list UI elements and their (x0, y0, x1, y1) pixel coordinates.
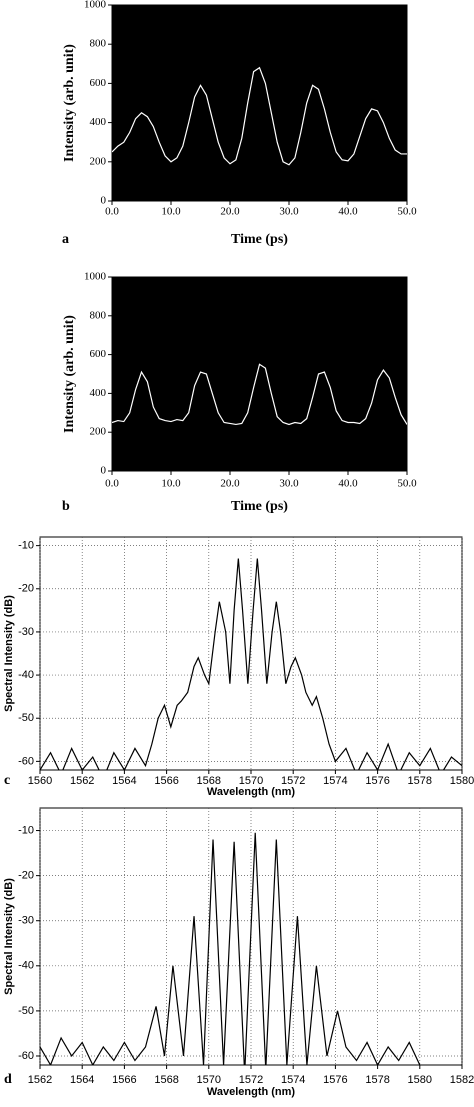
x-tick-label: 1576 (323, 1074, 347, 1086)
panel: 0 200 400 600 800 1000 0.0 10.0 20.0 30.0 40.0 50.0… (62, 271, 417, 515)
y-tick-label: 400 (90, 116, 107, 128)
y-tick-label: -20 (18, 583, 34, 595)
x-tick-label: 30.0 (279, 206, 299, 218)
y-tick-label: 200 (90, 155, 107, 167)
x-tick-label: 0.0 (105, 478, 119, 490)
y-tick-label: -60 (18, 755, 34, 767)
y-tick-label: -10 (18, 540, 34, 552)
x-axis-label: Time (ps) (231, 499, 288, 514)
x-tick-label: 40.0 (338, 478, 358, 490)
panel-letter: b (62, 499, 70, 514)
panel: -60 -50 -40 -30 -20 -10 1562 1564 1566 1568 1570 15… (3, 807, 474, 1098)
x-tick-label: 40.0 (338, 206, 358, 218)
panel-letter: d (4, 1072, 12, 1087)
plot-area (111, 4, 408, 202)
x-tick-label: 1570 (197, 1074, 221, 1086)
x-tick-label: 1580 (450, 775, 474, 787)
x-tick-label: 1578 (408, 775, 432, 787)
x-tick-label: 20.0 (220, 478, 240, 490)
x-tick-label: 1572 (281, 775, 305, 787)
y-axis-label: Spectral Intensity (dB) (3, 595, 15, 712)
plot-area (111, 276, 408, 472)
x-tick-label: 50.0 (397, 206, 417, 218)
y-tick-label: 600 (90, 348, 107, 360)
y-tick-label: 0 (101, 195, 107, 207)
x-tick-label: 1566 (112, 1074, 136, 1086)
panel: -60 -50 -40 -30 -20 -10 1560 1562 1564 1566 1568 15… (3, 536, 474, 798)
y-tick-label: 800 (90, 309, 107, 321)
y-tick-label: 800 (90, 38, 107, 50)
x-tick-label: 1560 (28, 775, 52, 787)
x-tick-label: 0.0 (105, 206, 119, 218)
y-tick-label: -40 (18, 960, 34, 972)
x-tick-label: 1576 (365, 775, 389, 787)
x-tick-label: 1574 (281, 1074, 305, 1086)
x-tick-label: 1562 (28, 1074, 52, 1086)
x-tick-label: 1568 (197, 775, 221, 787)
x-tick-label: 1566 (154, 775, 178, 787)
y-tick-label: 1000 (84, 271, 107, 283)
panel-letter: a (62, 232, 69, 247)
x-tick-label: 10.0 (161, 478, 181, 490)
x-axis-label: Wavelength (nm) (207, 1086, 296, 1098)
y-tick-label: 0 (101, 465, 107, 477)
y-tick-label: -50 (18, 712, 34, 724)
x-tick-label: 1580 (408, 1074, 432, 1086)
x-tick-label: 1568 (154, 1074, 178, 1086)
y-tick-label: 200 (90, 426, 107, 438)
y-tick-label: -10 (18, 824, 34, 836)
y-tick-label: 600 (90, 77, 107, 89)
x-axis-label: Time (ps) (231, 232, 288, 247)
x-tick-label: 1574 (323, 775, 347, 787)
y-tick-label: 1000 (84, 0, 107, 11)
y-tick-label: -30 (18, 626, 34, 638)
y-axis-label: Spectral Intensity (dB) (3, 878, 15, 995)
x-axis-label: Wavelength (nm) (207, 786, 296, 798)
panel: 0 200 400 600 800 1000 0.0 10.0 20.0 30.0 40.0 50.0… (62, 0, 417, 247)
y-tick-label: -60 (18, 1050, 34, 1062)
x-tick-label: 1572 (239, 1074, 263, 1086)
plot-area (39, 536, 463, 771)
y-axis-label: Intensity (arb. unit) (62, 315, 77, 433)
x-tick-label: 50.0 (397, 478, 417, 490)
x-tick-label: 10.0 (161, 206, 181, 218)
x-tick-label: 1570 (239, 775, 263, 787)
y-tick-label: -50 (18, 1005, 34, 1017)
x-tick-label: 1578 (365, 1074, 389, 1086)
y-tick-label: -20 (18, 870, 34, 882)
y-tick-label: -40 (18, 669, 34, 681)
data-line (40, 558, 462, 770)
y-tick-label: -30 (18, 915, 34, 927)
x-tick-label: 30.0 (279, 478, 299, 490)
y-tick-label: 400 (90, 387, 107, 399)
data-line (112, 66, 407, 166)
x-tick-label: 20.0 (220, 206, 240, 218)
panel-letter: c (4, 773, 10, 788)
x-tick-label: 1562 (70, 775, 94, 787)
data-line (112, 363, 407, 426)
data-line (40, 832, 421, 1065)
y-axis-label: Intensity (arb. unit) (62, 44, 77, 162)
x-tick-label: 1564 (112, 775, 136, 787)
x-tick-label: 1582 (450, 1074, 474, 1086)
x-tick-label: 1564 (70, 1074, 94, 1086)
